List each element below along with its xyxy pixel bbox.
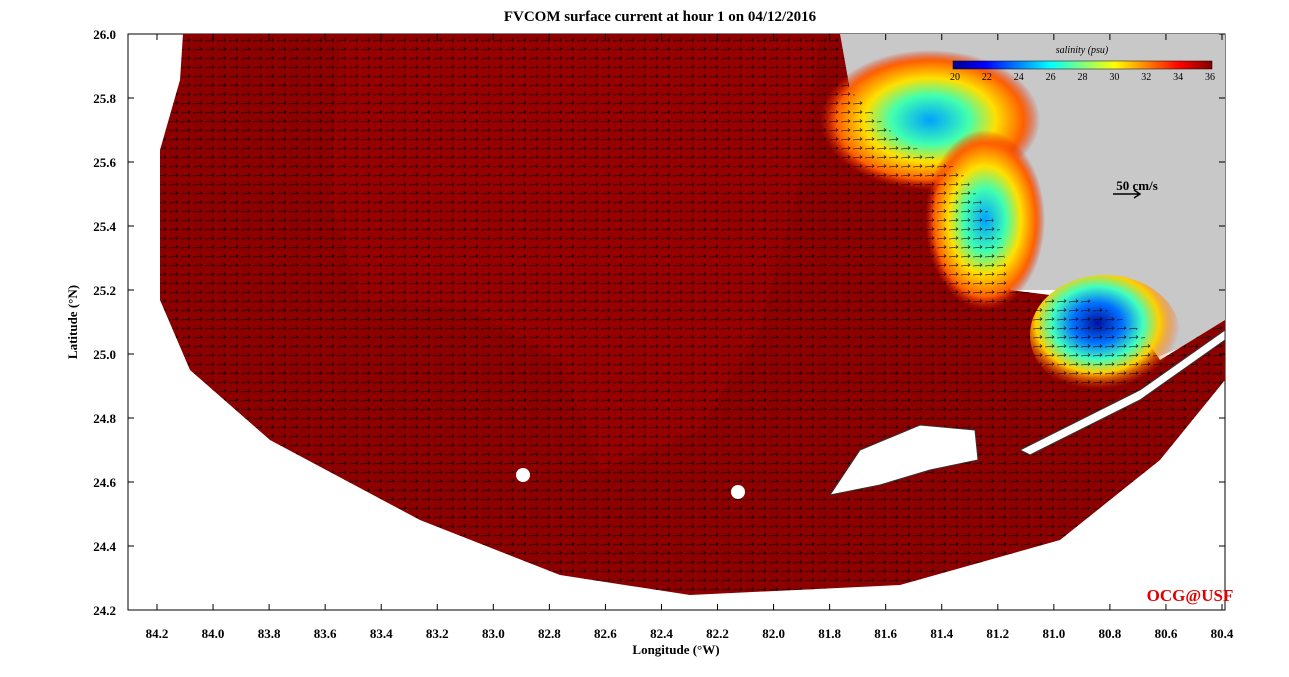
scale-arrow [1113, 189, 1142, 199]
credit: OCG@USF [1147, 586, 1234, 605]
y-tick-label: 25.4 [93, 219, 116, 234]
x-tick-label: 82.4 [650, 626, 673, 641]
colorbar-tick-label: 26 [1046, 72, 1056, 83]
x-tick-label: 83.2 [426, 626, 449, 641]
x-tick-label: 80.8 [1099, 626, 1122, 641]
y-tick-label: 26.0 [93, 27, 116, 42]
y-tick-label: 24.6 [93, 475, 116, 490]
x-tick-label: 82.0 [762, 626, 785, 641]
colorbar [952, 60, 1213, 70]
colorbar-tick-label: 24 [1014, 72, 1024, 83]
x-tick-label: 80.4 [1211, 626, 1234, 641]
island [731, 485, 745, 499]
colorbar-tick-label: 32 [1141, 72, 1151, 83]
x-tick-label: 83.8 [258, 626, 281, 641]
x-tick-label: 83.0 [482, 626, 505, 641]
x-axis-label: Longitude (°W) [632, 642, 719, 657]
x-tick-label: 81.2 [986, 626, 1009, 641]
island [828, 424, 979, 496]
y-tick-label: 24.4 [93, 539, 116, 554]
colorbar-title: salinity (psu) [1056, 45, 1109, 56]
colorbar-tick-label: 30 [1109, 72, 1119, 83]
island [1018, 329, 1225, 456]
x-tick-label: 81.6 [874, 626, 897, 641]
x-tick-label: 83.4 [370, 626, 393, 641]
y-tick-label: 24.2 [93, 603, 116, 618]
colorbar-tick-label: 22 [982, 72, 992, 83]
x-tick-label: 82.8 [538, 626, 561, 641]
x-tick-label: 83.6 [314, 626, 337, 641]
x-tick-label: 81.4 [930, 626, 953, 641]
colorbar-tick-label: 34 [1173, 72, 1183, 83]
y-tick-label: 25.0 [93, 347, 116, 362]
x-tick-label: 82.6 [594, 626, 617, 641]
y-tick-label: 25.2 [93, 283, 116, 298]
x-tick-label: 81.8 [818, 626, 841, 641]
x-tick-label: 81.0 [1042, 626, 1065, 641]
colorbar-tick-label: 20 [950, 72, 960, 83]
map-area [160, 34, 1225, 595]
island [516, 468, 530, 482]
x-tick-label: 84.2 [146, 626, 169, 641]
y-tick-label: 25.8 [93, 91, 116, 106]
y-tick-label: 24.8 [93, 411, 116, 426]
x-tick-label: 82.2 [706, 626, 729, 641]
colorbar-tick-label: 28 [1078, 72, 1088, 83]
y-tick-label: 25.6 [93, 155, 116, 170]
x-tick-label: 80.6 [1155, 626, 1178, 641]
x-tick-label: 84.0 [202, 626, 225, 641]
map-title: FVCOM surface current at hour 1 on 04/12… [504, 9, 817, 25]
scale-label: 50 cm/s [1116, 178, 1158, 193]
y-axis-label: Latitude (°N) [65, 285, 80, 359]
colorbar-tick-label: 36 [1205, 72, 1215, 83]
